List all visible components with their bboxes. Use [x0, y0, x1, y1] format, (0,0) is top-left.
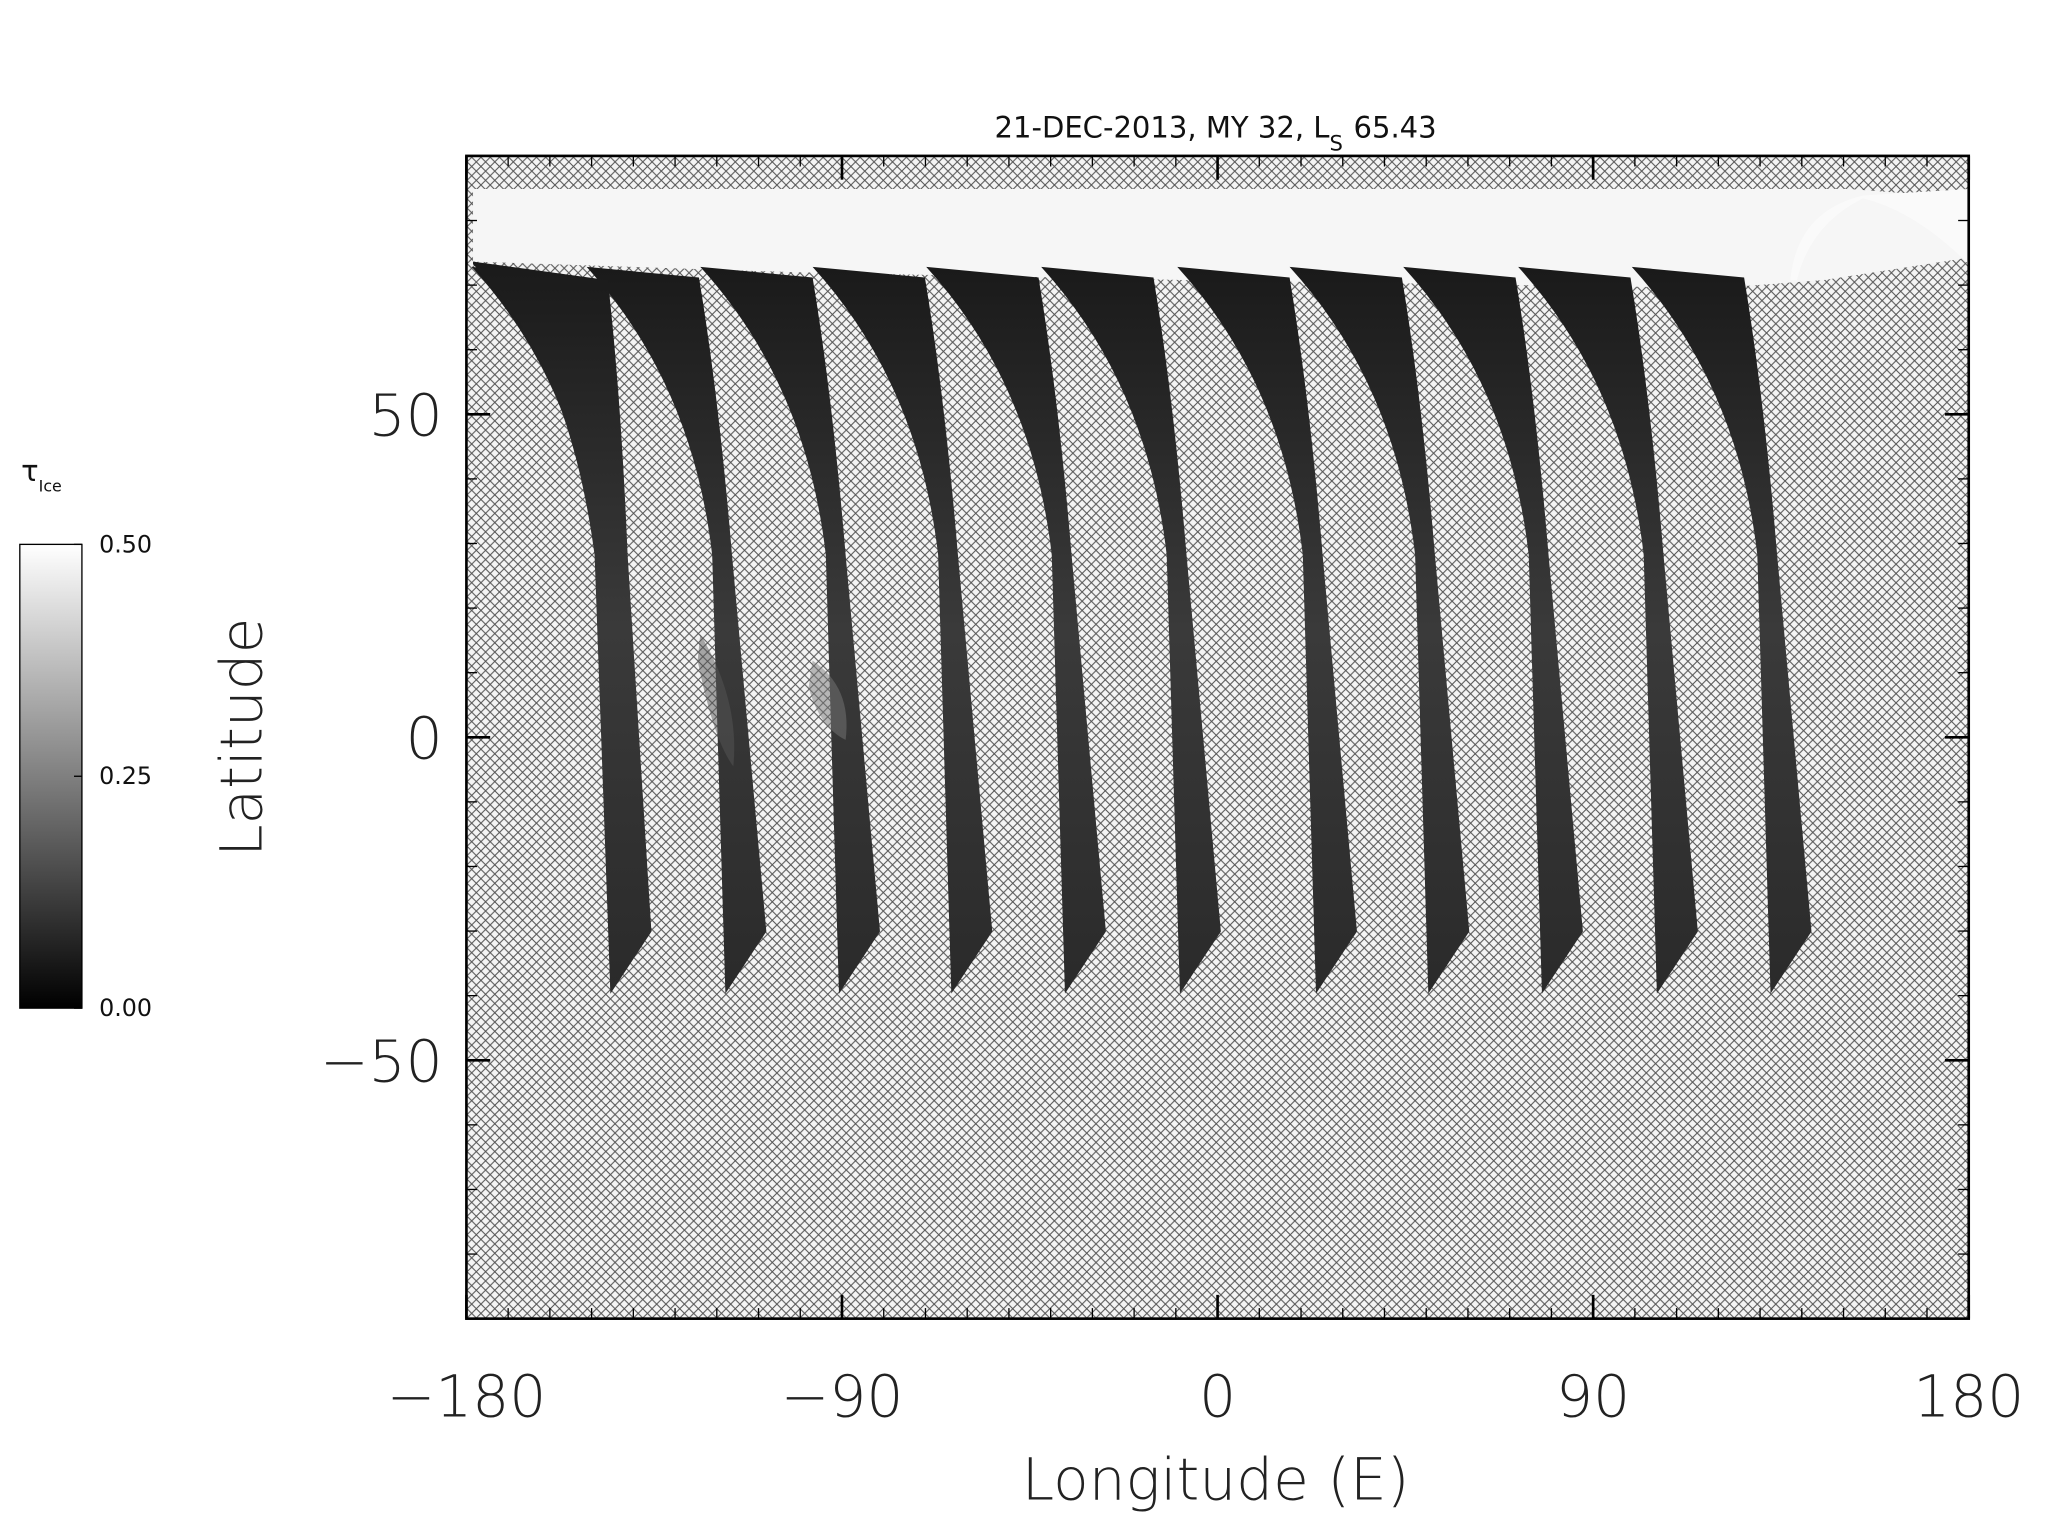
y-axis-label: Latitude	[208, 618, 276, 857]
colorbar-label: τIce	[21, 454, 62, 496]
swath	[700, 266, 880, 994]
y-tick-label: −50	[320, 1027, 443, 1095]
map-title: 21-DEC-2013, MY 32, LS 65.43	[995, 110, 1437, 155]
colorbar-symbol: τ	[21, 454, 39, 488]
y-tick-label: 50	[369, 381, 443, 449]
x-tick-label: −180	[387, 1362, 547, 1430]
colorbar-tick-label: 0.25	[99, 762, 152, 790]
swath	[586, 266, 767, 994]
swath	[1518, 266, 1698, 994]
swath	[1403, 266, 1583, 994]
swath	[926, 266, 1106, 994]
colorbar	[19, 543, 83, 1009]
swath	[1631, 266, 1812, 994]
swath	[1177, 266, 1357, 994]
swath-bright	[808, 660, 847, 740]
x-tick-label: −90	[781, 1362, 904, 1430]
colorbar-tick-label: 0.00	[99, 994, 152, 1022]
orbit-swaths	[471, 261, 1812, 994]
x-tick-label: 180	[1913, 1362, 2024, 1430]
y-tick-label: 0	[406, 704, 443, 772]
x-tick-label: 0	[1199, 1362, 1236, 1430]
swath	[1041, 266, 1221, 994]
x-tick-label: 90	[1556, 1362, 1630, 1430]
x-axis-label: Longitude (E)	[1022, 1446, 1410, 1514]
colorbar-subscript: Ice	[39, 477, 62, 496]
polar-ice-edge	[1790, 188, 1969, 281]
title-value: 65.43	[1353, 110, 1436, 144]
swath-bright	[697, 634, 735, 767]
colorbar-tick-label: 0.50	[99, 530, 152, 558]
polar-ice-band	[473, 188, 1969, 289]
title-subscript: S	[1329, 131, 1342, 156]
swath	[812, 266, 993, 994]
plot-area	[465, 154, 1971, 1320]
title-main: 21-DEC-2013, MY 32, L	[995, 110, 1331, 144]
swath	[473, 261, 652, 994]
swath	[1289, 266, 1470, 994]
